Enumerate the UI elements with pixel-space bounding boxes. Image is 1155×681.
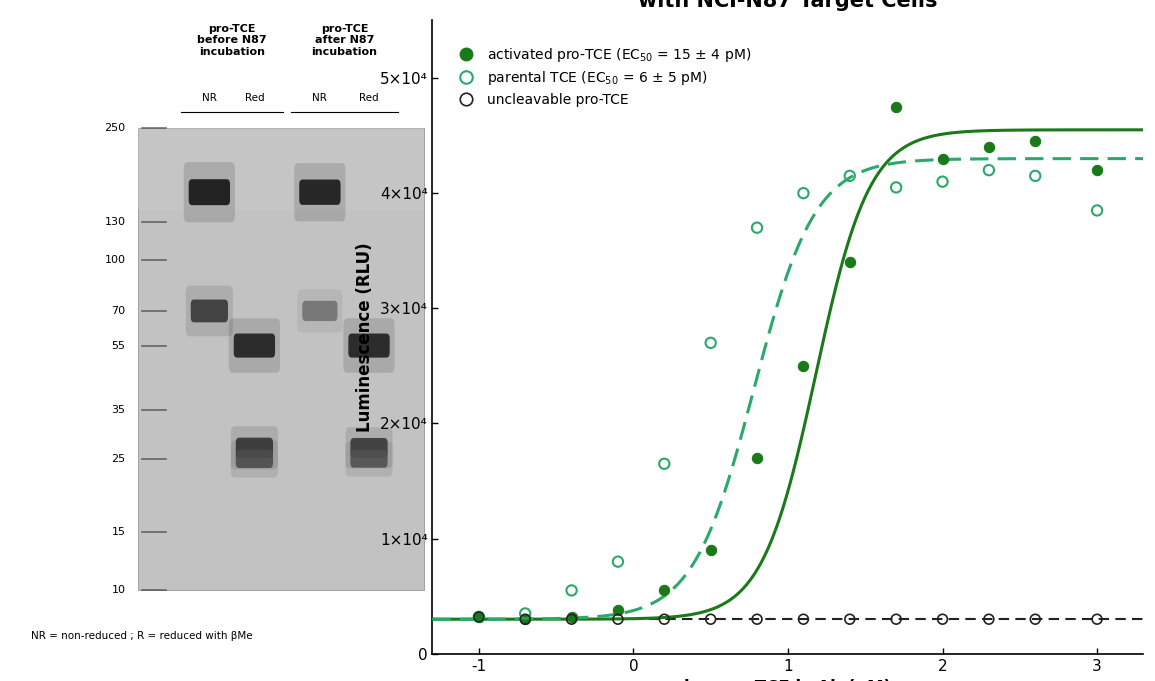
- Point: [841, 257, 859, 268]
- FancyBboxPatch shape: [350, 438, 388, 458]
- Point: [1088, 205, 1106, 216]
- FancyBboxPatch shape: [231, 440, 278, 477]
- Point: [562, 585, 581, 596]
- Point: [516, 614, 535, 624]
- Bar: [137, 128, 424, 210]
- Point: [795, 360, 813, 371]
- FancyBboxPatch shape: [236, 438, 273, 458]
- FancyBboxPatch shape: [345, 441, 393, 477]
- Point: [841, 170, 859, 181]
- FancyBboxPatch shape: [186, 285, 233, 336]
- Point: [562, 612, 581, 622]
- Text: Red: Red: [245, 93, 264, 103]
- Text: NR: NR: [202, 93, 217, 103]
- Legend: activated pro-TCE (EC$_{50}$ = 15 ± 4 pM), parental TCE (EC$_{50}$ = 6 ± 5 pM), : activated pro-TCE (EC$_{50}$ = 15 ± 4 pM…: [447, 40, 757, 112]
- FancyBboxPatch shape: [303, 301, 337, 321]
- Point: [609, 614, 627, 624]
- Point: [887, 101, 906, 112]
- FancyBboxPatch shape: [229, 318, 280, 373]
- Point: [1088, 614, 1106, 624]
- Point: [516, 614, 535, 624]
- Point: [609, 605, 627, 616]
- FancyBboxPatch shape: [191, 300, 228, 322]
- Point: [747, 614, 766, 624]
- Text: 35: 35: [111, 405, 126, 415]
- Text: pro-TCE
before N87
incubation: pro-TCE before N87 incubation: [198, 24, 267, 57]
- Point: [933, 176, 952, 187]
- Text: 10: 10: [111, 586, 126, 595]
- Point: [747, 453, 766, 464]
- Point: [562, 614, 581, 624]
- Point: [516, 608, 535, 619]
- Text: 130: 130: [104, 217, 126, 227]
- FancyBboxPatch shape: [231, 426, 278, 469]
- Point: [979, 165, 998, 176]
- Point: [747, 222, 766, 233]
- Text: 25: 25: [111, 454, 126, 464]
- FancyBboxPatch shape: [350, 450, 388, 468]
- Point: [470, 612, 489, 622]
- Point: [701, 614, 720, 624]
- Title: Jurkat NFAT-Luciferase T Cell Activation
with NCI-N87 Target Cells: Jurkat NFAT-Luciferase T Cell Activation…: [557, 0, 1020, 10]
- Point: [470, 612, 489, 622]
- FancyBboxPatch shape: [349, 334, 389, 358]
- Point: [655, 585, 673, 596]
- Point: [795, 614, 813, 624]
- Bar: [137, 128, 424, 590]
- Point: [1026, 136, 1044, 147]
- Text: pro-TCE
after N87
incubation: pro-TCE after N87 incubation: [312, 24, 378, 57]
- Point: [979, 614, 998, 624]
- FancyBboxPatch shape: [297, 289, 342, 332]
- FancyBboxPatch shape: [236, 449, 273, 468]
- Point: [655, 458, 673, 469]
- Point: [1026, 170, 1044, 181]
- Point: [1088, 165, 1106, 176]
- Point: [470, 612, 489, 622]
- X-axis label: log pro-TCE bsAb (pM): log pro-TCE bsAb (pM): [685, 679, 892, 681]
- Text: NR: NR: [313, 93, 327, 103]
- FancyBboxPatch shape: [188, 179, 230, 205]
- Point: [979, 142, 998, 153]
- Point: [701, 337, 720, 348]
- Text: 70: 70: [111, 306, 126, 316]
- Text: Red: Red: [359, 93, 379, 103]
- Point: [609, 556, 627, 567]
- Text: 100: 100: [104, 255, 126, 265]
- Point: [795, 188, 813, 199]
- Point: [887, 614, 906, 624]
- Point: [933, 153, 952, 164]
- Text: 55: 55: [111, 340, 126, 351]
- Point: [887, 182, 906, 193]
- Text: 250: 250: [104, 123, 126, 133]
- FancyBboxPatch shape: [233, 334, 275, 358]
- Point: [655, 614, 673, 624]
- FancyBboxPatch shape: [343, 318, 395, 373]
- Point: [933, 614, 952, 624]
- FancyBboxPatch shape: [295, 163, 345, 221]
- FancyBboxPatch shape: [345, 427, 393, 469]
- FancyBboxPatch shape: [184, 162, 234, 222]
- Text: 15: 15: [111, 527, 126, 537]
- FancyBboxPatch shape: [299, 180, 341, 205]
- Point: [841, 614, 859, 624]
- Y-axis label: Luminescence (RLU): Luminescence (RLU): [356, 242, 374, 432]
- Point: [1026, 614, 1044, 624]
- Text: NR = non-reduced ; R = reduced with βMe: NR = non-reduced ; R = reduced with βMe: [31, 631, 253, 641]
- Point: [701, 545, 720, 556]
